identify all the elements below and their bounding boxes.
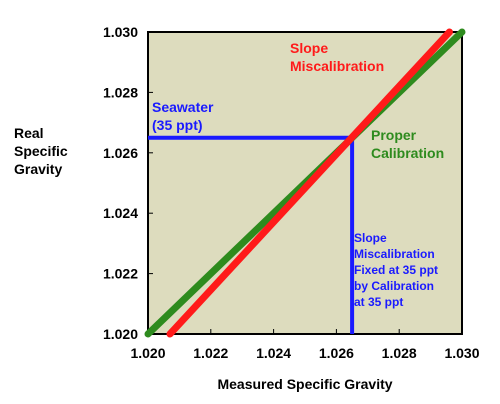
y-tick-label: 1.028: [103, 84, 138, 100]
x-tick-label: 1.030: [444, 345, 479, 361]
x-tick-label: 1.020: [130, 345, 165, 361]
y-tick-labels: 1.020 1.022 1.024 1.026 1.028 1.030: [103, 24, 138, 342]
x-tick-label: 1.022: [193, 345, 228, 361]
y-tick-label: 1.026: [103, 145, 138, 161]
y-tick-label: 1.030: [103, 24, 138, 40]
x-tick-label: 1.024: [256, 345, 291, 361]
x-tick-label: 1.026: [319, 345, 354, 361]
seawater-annotation: Seawater (35 ppt): [152, 99, 217, 133]
proper-calibration-annotation: Proper Calibration: [371, 127, 444, 161]
y-tick-label: 1.024: [103, 205, 138, 221]
fixed-calibration-annotation: Slope Miscalibration Fixed at 35 ppt by …: [354, 231, 441, 309]
slope-miscalibration-line: [166, 28, 453, 338]
x-tick-label: 1.028: [382, 345, 417, 361]
x-axis-label: Measured Specific Gravity: [217, 376, 392, 392]
slope-miscalibration-annotation: Slope Miscalibration: [290, 40, 384, 74]
x-tick-labels: 1.020 1.022 1.024 1.026 1.028 1.030: [130, 345, 479, 361]
y-tick-label: 1.022: [103, 266, 138, 282]
y-axis-label: Real Specific Gravity: [14, 125, 72, 177]
y-tick-label: 1.020: [103, 326, 138, 342]
